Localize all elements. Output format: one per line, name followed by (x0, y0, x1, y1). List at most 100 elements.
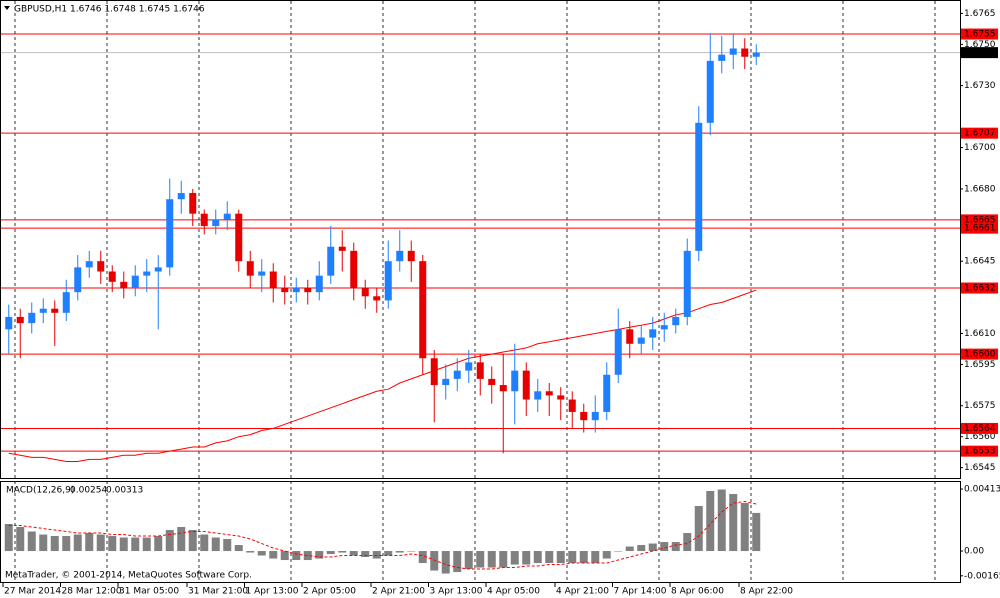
candle-body (85, 261, 93, 268)
macd-bar (637, 545, 646, 552)
macd-bar (648, 543, 657, 552)
macd-bar (292, 551, 301, 561)
macd-bar (545, 551, 554, 564)
candle-body (373, 296, 381, 301)
macd-bar (441, 551, 450, 574)
macd-bar (694, 506, 703, 552)
candle-body (51, 308, 59, 313)
candle-body (361, 288, 369, 297)
macd-bar (533, 551, 542, 564)
x-tick-label: 2 Apr 21:00 (372, 587, 425, 597)
price-panel (0, 0, 961, 479)
macd-bar (303, 551, 312, 561)
macd-bar (131, 537, 140, 552)
y-tick-label: 1.6765 (964, 9, 996, 19)
signal-value: 0.00313 (106, 486, 143, 496)
candle-body (131, 275, 139, 289)
macd-bar (671, 542, 680, 552)
macd-bar (96, 534, 105, 552)
x-tick-label: 4 Apr 21:00 (556, 587, 609, 597)
macd-bar (372, 551, 381, 559)
candle-body (545, 391, 553, 396)
candle-body (258, 271, 266, 276)
y-tick-label: 1.6560 (964, 432, 996, 442)
candle-body (568, 399, 576, 412)
candle-body (74, 267, 82, 293)
x-tick-label: 8 Apr 06:00 (671, 587, 724, 597)
candle-body (327, 246, 335, 276)
macd-bar (315, 551, 324, 559)
macd-bar (16, 527, 25, 552)
candle-body (430, 358, 438, 386)
candle-body (453, 370, 461, 379)
macd-bar (556, 551, 565, 564)
candle-body (39, 308, 47, 313)
candle-body (729, 48, 737, 55)
x-tick-label: 1 Apr 13:00 (246, 587, 299, 597)
chart-title: GBPUSD,H1 1.6746 1.6748 1.6745 1.6746 (14, 5, 205, 15)
candle-body (672, 316, 680, 326)
candle-body (315, 275, 323, 293)
y-tick-label: -0.00165 (964, 571, 1000, 581)
candle-body (706, 60, 714, 123)
menu-arrow[interactable] (4, 6, 10, 10)
macd-bar (453, 551, 462, 573)
macd-bar (338, 551, 347, 553)
level-label: 1.6665 (964, 215, 996, 225)
macd-bar (487, 551, 496, 568)
candle-body (499, 385, 507, 392)
y-tick-label: 1.6645 (964, 257, 996, 267)
candle-body (683, 250, 691, 317)
candle-body (212, 219, 220, 227)
level-label: 1.6632 (964, 284, 996, 294)
level-label: 1.6564 (964, 424, 996, 434)
macd-bar (246, 551, 255, 553)
macd-bar (39, 534, 48, 552)
macd-bar (188, 530, 197, 552)
candle-body (396, 250, 404, 262)
candle-body (338, 246, 346, 251)
macd-bar (499, 551, 508, 568)
level-tag (961, 214, 998, 226)
x-tick-label: 8 Apr 22:00 (740, 587, 793, 597)
macd-bar (614, 551, 623, 552)
macd-bar (234, 545, 243, 552)
macd-bar (740, 503, 749, 552)
x-tick-label: 27 Mar 2014 (4, 587, 61, 597)
macd-bar (200, 534, 209, 552)
macd-bar (752, 512, 761, 552)
last-price-label: 1.6746 (964, 48, 996, 58)
candle-body (189, 193, 197, 214)
candle-body (488, 378, 496, 386)
macd-bar (395, 551, 404, 553)
macd-bar (476, 551, 485, 568)
y-tick-label: 1.6610 (964, 329, 996, 339)
macd-bar (568, 551, 577, 564)
candle-body (97, 261, 105, 272)
y-tick-label: 1.6545 (964, 463, 996, 473)
candle-body (649, 329, 657, 338)
macd-bar (407, 551, 416, 552)
candle-body (637, 337, 645, 344)
y-tick-label: 1.6700 (964, 143, 996, 153)
candle-body (614, 329, 622, 375)
candle-body (5, 316, 13, 330)
macd-bar (108, 536, 117, 552)
macd-bar (418, 551, 427, 564)
macd-bar (280, 551, 289, 561)
candle-body (108, 271, 116, 282)
macd-bar (27, 531, 36, 552)
y-tick-label: 1.6680 (964, 184, 996, 194)
level-label: 1.6553 (964, 447, 996, 457)
x-tick-label: 31 Mar 21:00 (188, 587, 248, 597)
macd-bar (269, 551, 278, 559)
candle-body (534, 391, 542, 400)
candle-body (143, 271, 151, 276)
candle-body (177, 193, 185, 200)
macd-bar (683, 533, 692, 552)
candle-body (16, 316, 24, 324)
candle-body (465, 362, 473, 371)
candle-body (660, 325, 668, 330)
x-tick-label: 28 Mar 12:00 (62, 587, 122, 597)
